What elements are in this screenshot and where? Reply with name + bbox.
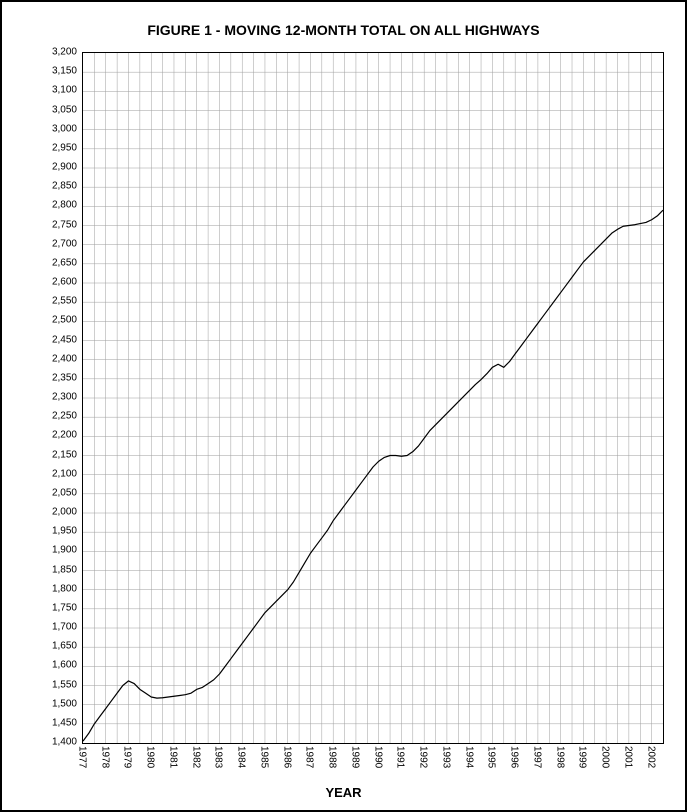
xtick-label: 1989 <box>349 746 360 768</box>
ytick-label: 2,550 <box>37 296 77 307</box>
xtick-label: 1997 <box>531 746 542 768</box>
xtick-label: 1983 <box>213 746 224 768</box>
ytick-label: 2,500 <box>37 315 77 326</box>
ytick-label: 3,100 <box>37 85 77 96</box>
ytick-label: 3,150 <box>37 66 77 77</box>
ytick-label: 1,750 <box>37 602 77 613</box>
xtick-label: 1986 <box>281 746 292 768</box>
xtick-label: 1984 <box>236 746 247 768</box>
chart-xlabel: YEAR <box>2 785 685 800</box>
xtick-label: 1995 <box>486 746 497 768</box>
chart-frame: FIGURE 1 - MOVING 12-MONTH TOTAL ON ALL … <box>0 0 687 812</box>
xtick-label: 1988 <box>327 746 338 768</box>
ytick-label: 1,900 <box>37 545 77 556</box>
chart-plot-area <box>82 52 664 744</box>
xtick-label: 1987 <box>304 746 315 768</box>
ytick-label: 2,700 <box>37 238 77 249</box>
ytick-label: 2,100 <box>37 468 77 479</box>
ytick-label: 2,050 <box>37 487 77 498</box>
ytick-label: 3,000 <box>37 123 77 134</box>
ytick-label: 2,950 <box>37 142 77 153</box>
ytick-label: 2,800 <box>37 200 77 211</box>
ytick-label: 1,600 <box>37 660 77 671</box>
xtick-label: 1982 <box>190 746 201 768</box>
xtick-label: 2002 <box>645 746 656 768</box>
xtick-label: 2000 <box>600 746 611 768</box>
xtick-label: 1978 <box>99 746 110 768</box>
ytick-label: 2,400 <box>37 353 77 364</box>
ytick-label: 3,200 <box>37 47 77 58</box>
ytick-label: 1,500 <box>37 698 77 709</box>
ytick-label: 2,450 <box>37 334 77 345</box>
xtick-label: 1996 <box>509 746 520 768</box>
xtick-label: 1993 <box>440 746 451 768</box>
chart-title: FIGURE 1 - MOVING 12-MONTH TOTAL ON ALL … <box>2 22 685 38</box>
ytick-label: 2,000 <box>37 507 77 518</box>
ytick-label: 2,150 <box>37 449 77 460</box>
xtick-label: 1990 <box>372 746 383 768</box>
ytick-label: 2,200 <box>37 430 77 441</box>
xtick-label: 1994 <box>463 746 474 768</box>
ytick-label: 2,900 <box>37 162 77 173</box>
series-moving-12-month-total <box>83 210 663 741</box>
ytick-label: 3,050 <box>37 104 77 115</box>
ytick-label: 1,700 <box>37 622 77 633</box>
ytick-label: 2,650 <box>37 257 77 268</box>
xtick-label: 1992 <box>418 746 429 768</box>
ytick-label: 2,600 <box>37 277 77 288</box>
xtick-label: 1977 <box>77 746 88 768</box>
xtick-label: 1979 <box>122 746 133 768</box>
ytick-label: 2,300 <box>37 392 77 403</box>
ytick-label: 2,850 <box>37 181 77 192</box>
ytick-label: 1,400 <box>37 737 77 748</box>
xtick-label: 1999 <box>577 746 588 768</box>
xtick-label: 1998 <box>554 746 565 768</box>
ytick-label: 1,450 <box>37 717 77 728</box>
ytick-label: 1,950 <box>37 526 77 537</box>
ytick-label: 2,750 <box>37 219 77 230</box>
xtick-label: 1981 <box>167 746 178 768</box>
chart-svg <box>83 53 663 743</box>
ytick-label: 1,850 <box>37 564 77 575</box>
xtick-label: 2001 <box>622 746 633 768</box>
xtick-label: 1991 <box>395 746 406 768</box>
ytick-label: 2,350 <box>37 372 77 383</box>
ytick-label: 2,250 <box>37 411 77 422</box>
xtick-label: 1985 <box>258 746 269 768</box>
xtick-label: 1980 <box>145 746 156 768</box>
ytick-label: 1,650 <box>37 641 77 652</box>
ytick-label: 1,550 <box>37 679 77 690</box>
ytick-label: 1,800 <box>37 583 77 594</box>
